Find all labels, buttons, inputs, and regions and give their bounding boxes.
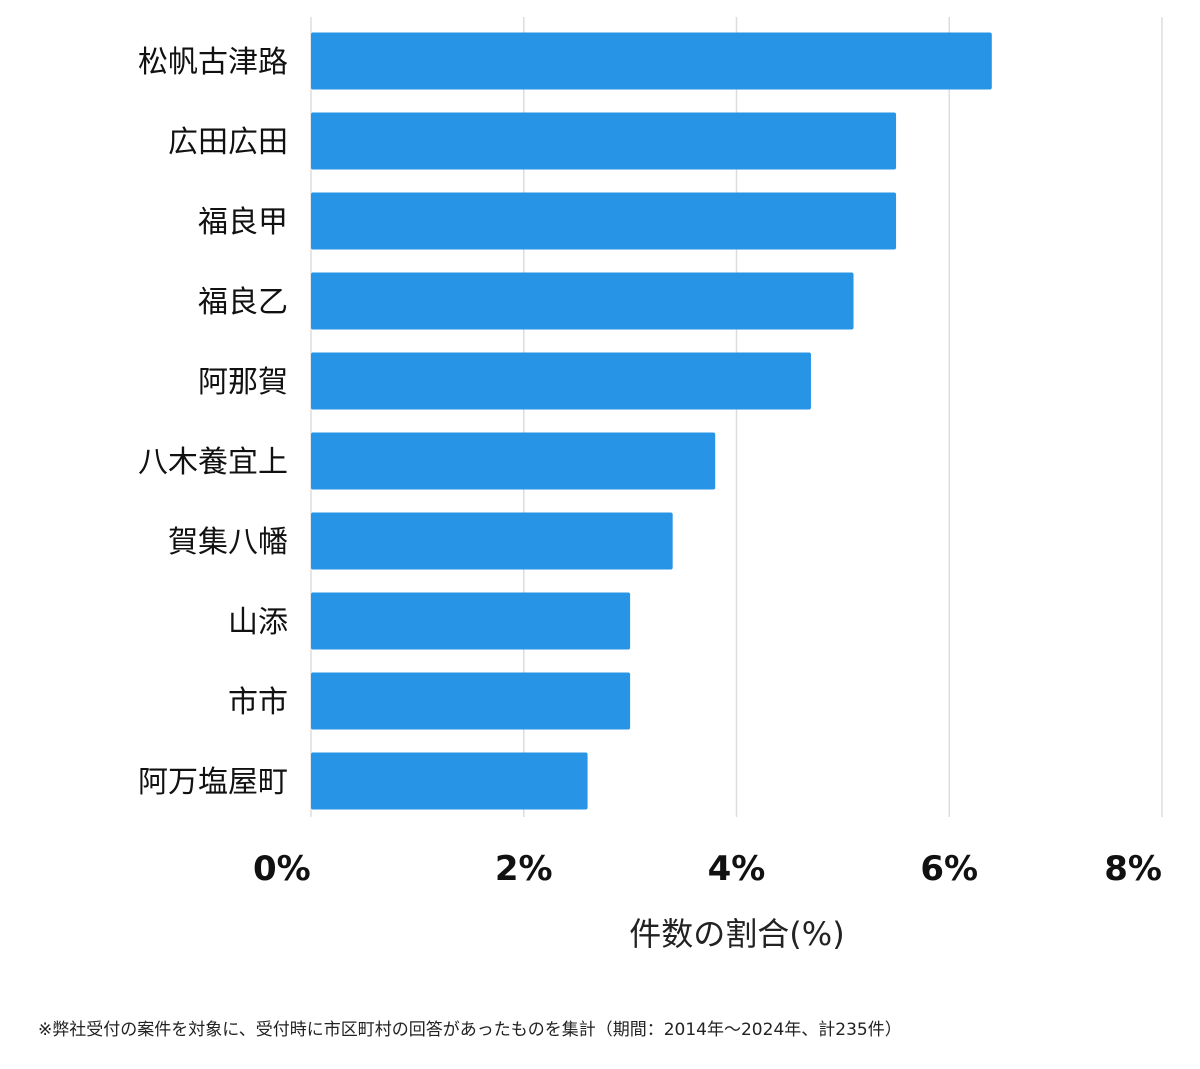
category-label: 阿万塩屋町 xyxy=(138,765,288,800)
bars xyxy=(311,32,992,810)
x-axis-title: 件数の割合(%) xyxy=(629,915,844,953)
category-label: 福良甲 xyxy=(198,205,288,240)
bar xyxy=(311,432,716,490)
bar xyxy=(311,32,992,90)
bar xyxy=(311,112,897,170)
bar xyxy=(311,192,897,250)
category-label: 福良乙 xyxy=(198,285,288,320)
category-label: 八木養宜上 xyxy=(138,445,288,480)
bar xyxy=(311,672,631,730)
bar xyxy=(311,752,588,810)
x-tick-labels: 0% 2% 4% 6% 8% xyxy=(253,849,1162,889)
category-label: 阿那賀 xyxy=(198,365,288,400)
footnote: ※弊社受付の案件を対象に、受付時に市区町村の回答があったものを集計（期間：201… xyxy=(38,1020,902,1040)
x-tick-label: 0% xyxy=(253,849,311,889)
category-label: 市市 xyxy=(228,685,288,720)
bar xyxy=(311,512,673,570)
bar xyxy=(311,272,854,330)
x-tick-label: 8% xyxy=(1104,849,1162,889)
x-tick-label: 6% xyxy=(920,849,978,889)
bar xyxy=(311,352,811,410)
x-tick-label: 2% xyxy=(495,849,553,889)
category-label: 広田広田 xyxy=(168,125,288,160)
x-tick-label: 4% xyxy=(708,849,766,889)
category-label: 賀集八幡 xyxy=(168,525,288,560)
category-label: 松帆古津路 xyxy=(138,45,288,80)
category-label: 山添 xyxy=(228,605,288,640)
bar xyxy=(311,592,631,650)
